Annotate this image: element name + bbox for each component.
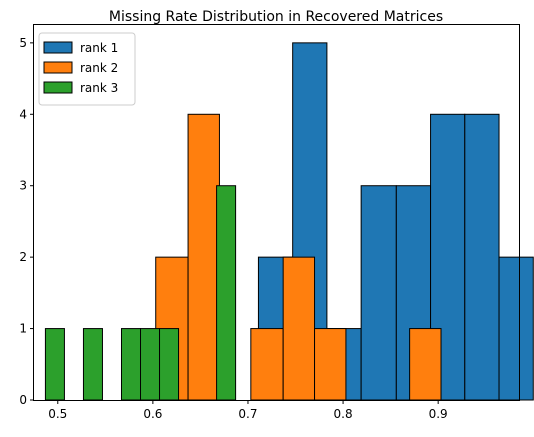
legend-label-3: rank 3	[80, 81, 118, 95]
x-tick-label-0: 0.5	[48, 407, 67, 421]
plot-frame	[33, 24, 520, 401]
y-tick-label-4: 4	[19, 107, 27, 121]
legend-label-1: rank 1	[80, 41, 118, 55]
bar-series-2-bin-4	[250, 328, 284, 401]
y-tick-label-1: 1	[19, 322, 27, 336]
legend-swatch-2	[43, 61, 73, 74]
bar-series-2-bin-9	[409, 328, 442, 401]
bar-series-3-bin-10	[216, 185, 237, 401]
bar-series-3-bin-7	[159, 328, 180, 401]
bar-series-3-bin-6	[140, 328, 161, 401]
x-axis: 0.5 0.6 0.7 0.8 0.9	[48, 400, 448, 421]
bar-series-3-bin-3	[82, 328, 103, 401]
legend-swatch-3	[43, 81, 73, 94]
bar-series-1-bin-7	[464, 113, 500, 401]
y-tick-label-2: 2	[19, 250, 27, 264]
y-tick-label-5: 5	[19, 36, 27, 50]
x-tick-label-4: 0.9	[429, 407, 448, 421]
bars-group	[44, 42, 534, 401]
x-tick-label-1: 0.6	[143, 407, 162, 421]
bar-series-3-bin-5	[120, 328, 142, 401]
y-tick-label-0: 0	[19, 393, 27, 407]
legend-label-2: rank 2	[80, 61, 118, 75]
legend: rank 1 rank 2 rank 3	[38, 32, 136, 106]
bar-series-2-bin-2	[187, 113, 220, 401]
bar-series-1-bin-4	[360, 185, 397, 401]
legend-swatch-1	[43, 41, 73, 54]
bar-series-2-bin-5	[282, 256, 316, 401]
x-tick-label-2: 0.7	[238, 407, 257, 421]
bar-series-3-bin-1	[44, 328, 65, 401]
bar-series-2-bin-6	[314, 328, 347, 401]
x-tick-label-3: 0.8	[334, 407, 353, 421]
chart-title: Missing Rate Distribution in Recovered M…	[109, 9, 443, 25]
bar-series-1-bin-8	[498, 256, 534, 401]
y-axis: 0 1 2 3 4 5	[19, 36, 34, 407]
y-tick-label-3: 3	[19, 179, 27, 193]
